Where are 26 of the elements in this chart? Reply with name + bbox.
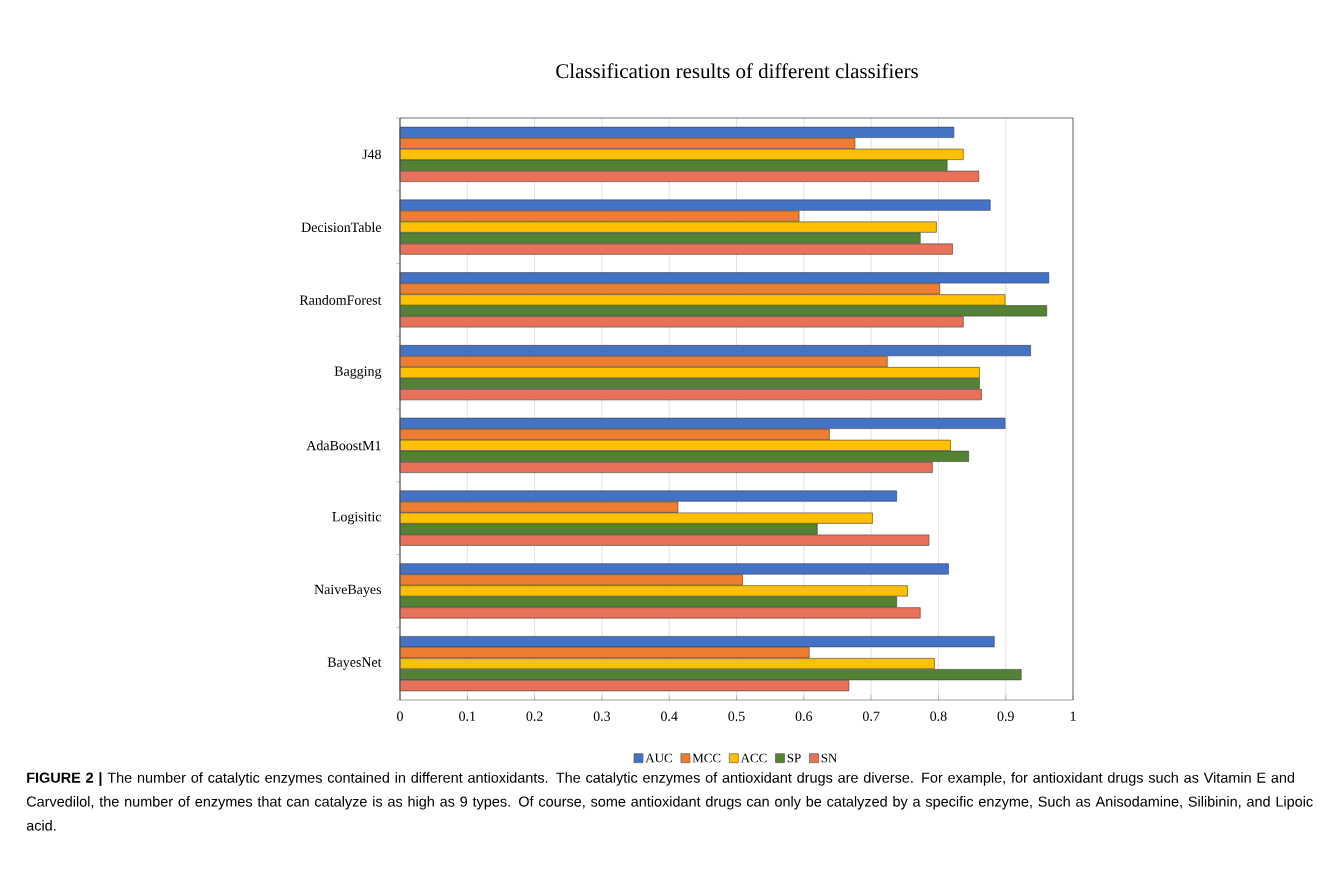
x-tick-label: 0.4	[661, 711, 678, 721]
y-tick-label: RandomForest	[299, 294, 382, 305]
legend-label: ACC	[740, 753, 767, 763]
x-tick-label: 0	[397, 711, 403, 721]
x-tick-label: 0.3	[593, 711, 611, 721]
x-tick-label: 0.2	[526, 711, 543, 721]
text: FIGURE 2 | The number of catalytic enzymes contained in different antioxidants. The catalytic enzymes of antioxidant drugs are diverse. For example, for antioxidant drugs such as Vitamin E and Carvedilol, the number of enzymes that can catalyze is as high as 9 types. Of course, some antioxidant drugs can only be catalyzed by a specific enzyme, Such as Anisodamine, Silibinin, and Lipoic acid.	[26, 772, 1313, 831]
x-tick-label: 0.8	[930, 711, 947, 721]
chart-title: Classification results of different classifiers	[556, 63, 918, 79]
legend-label: SP	[787, 753, 801, 763]
y-tick-label: DecisionTable	[301, 222, 382, 233]
legend-label: MCC	[692, 753, 721, 763]
x-tick-label: 0.9	[997, 711, 1014, 721]
y-tick-label: NaiveBayes	[314, 584, 381, 597]
y-tick-label: J48	[362, 149, 381, 160]
x-tick-label: 0.1	[459, 711, 476, 721]
x-tick-label: 0.6	[795, 711, 813, 721]
legend-label: SN	[821, 753, 838, 763]
x-tick-label: 0.7	[862, 711, 880, 721]
y-tick-label: Logisitic	[332, 512, 382, 525]
legend-label: AUC	[645, 753, 672, 763]
x-tick-label: 0.5	[728, 711, 745, 721]
y-tick-label: Bagging	[334, 366, 382, 379]
y-tick-label: AdaBoostM1	[306, 440, 381, 451]
x-tick-label: 1	[1070, 711, 1076, 721]
y-tick-label: BayesNet	[327, 657, 382, 670]
